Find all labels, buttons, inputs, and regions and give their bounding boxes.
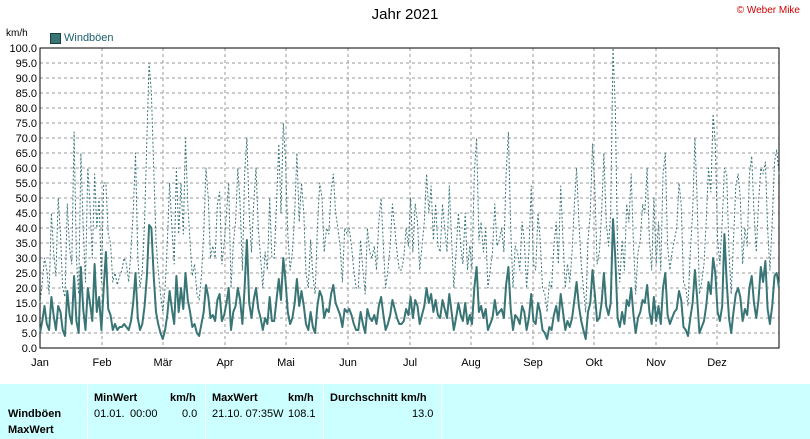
copyright-text: © Weber Mike xyxy=(736,5,800,16)
y-tick-label: 60.0 xyxy=(16,163,37,175)
y-tick-label: 35.0 xyxy=(16,238,37,250)
x-tick-label: Jan xyxy=(31,357,49,369)
chart-area: 0.0 5.0 10.0 15.0 20.0 25.0 30.0 35.0 40.0 45.0 50… xyxy=(9,43,780,369)
stats-divider xyxy=(323,384,324,439)
max-value: 108.1 xyxy=(288,408,316,420)
avg-header: Durchschnitt km/h xyxy=(330,392,427,404)
stats-panel: Windböen MaxWert MinWert km/h 01.01. 00:… xyxy=(0,384,810,439)
legend-swatch xyxy=(50,32,61,44)
y-tick-label: 75.0 xyxy=(16,118,37,130)
x-tick-label: Dez xyxy=(707,357,727,369)
x-tick-label: Apr xyxy=(216,357,233,369)
row-label-windboeen: Windböen xyxy=(8,408,62,420)
legend: Windböen xyxy=(50,32,114,44)
chart-title: Jahr 2021 xyxy=(371,6,439,23)
stats-divider xyxy=(87,384,88,439)
y-tick-label: 25.0 xyxy=(16,268,37,280)
x-tick-label: Aug xyxy=(461,357,481,369)
y-tick-label: 55.0 xyxy=(16,178,37,190)
y-tick-label: 0.0 xyxy=(22,343,37,355)
min-time: 00:00 xyxy=(130,408,158,420)
x-tick-label: Okt xyxy=(585,357,602,369)
avg-value: 13.0 xyxy=(412,408,434,420)
y-tick-label: 70.0 xyxy=(16,133,37,145)
row-label-maxwert: MaxWert xyxy=(8,424,54,436)
y-tick-label: 20.0 xyxy=(16,283,37,295)
y-tick-label: 5.0 xyxy=(22,328,37,340)
y-tick-label: 90.0 xyxy=(16,73,37,85)
min-header: MinWert xyxy=(94,392,138,404)
legend-label: Windböen xyxy=(64,32,114,44)
x-tick-label: Jun xyxy=(339,357,357,369)
x-tick-label: Mär xyxy=(154,357,173,369)
min-unit: km/h xyxy=(170,392,196,404)
stats-divider xyxy=(441,384,442,439)
y-tick-label: 95.0 xyxy=(16,58,37,70)
y-tick-label: 100.0 xyxy=(9,43,37,55)
y-tick-label: 85.0 xyxy=(16,88,37,100)
x-tick-label: Jul xyxy=(403,357,417,369)
y-tick-label: 65.0 xyxy=(16,148,37,160)
x-tick-label: Mai xyxy=(277,357,295,369)
y-tick-label: 30.0 xyxy=(16,253,37,265)
series-line-windboeen xyxy=(39,218,780,340)
series-line-maxwert xyxy=(39,47,780,313)
x-tick-label: Feb xyxy=(93,357,112,369)
plot-frame xyxy=(39,47,780,349)
y-tick-label: 50.0 xyxy=(16,193,37,205)
y-tick-label: 80.0 xyxy=(16,103,37,115)
y-tick-label: 10.0 xyxy=(16,313,37,325)
max-datetime: 21.10. 07:35W xyxy=(212,408,284,420)
max-header: MaxWert xyxy=(212,392,258,404)
y-tick-label: 40.0 xyxy=(16,223,37,235)
min-value: 0.0 xyxy=(182,408,198,420)
y-tick-label: 15.0 xyxy=(16,298,37,310)
max-unit: km/h xyxy=(288,392,314,404)
min-date: 01.01. xyxy=(94,408,125,420)
x-tick-label: Sep xyxy=(523,357,543,369)
x-tick-label: Nov xyxy=(646,357,666,369)
y-axis-unit: km/h xyxy=(6,28,28,39)
y-tick-label: 45.0 xyxy=(16,208,37,220)
stats-divider xyxy=(205,384,206,439)
